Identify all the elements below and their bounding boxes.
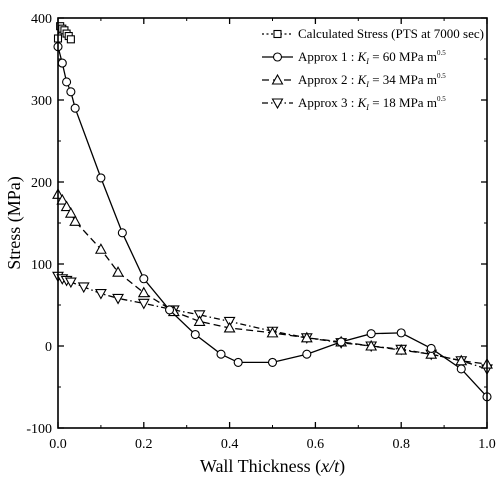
- series-3-point: [193, 315, 206, 326]
- tick-layer: 0.0 0.2 0.4 0.6 0.8 1.0 -100 0 100 200 300 400: [26, 12, 495, 452]
- series-3-point: [223, 321, 236, 333]
- y-tick-label: 300: [31, 94, 52, 109]
- series-4-point: [94, 288, 107, 300]
- legend-marker-1: [273, 29, 282, 39]
- series-3-point: [137, 286, 150, 298]
- series-3-point: [425, 348, 438, 359]
- y-axis-title: Stress (MPa): [4, 176, 25, 270]
- series-2-point: [96, 173, 106, 183]
- legend-marker-2: [272, 52, 283, 62]
- series-3-point: [69, 215, 82, 226]
- series-2-point: [426, 343, 436, 354]
- x-tick-label: 0.8: [392, 437, 410, 452]
- series-3-point: [112, 266, 124, 277]
- y-tick-label: 100: [31, 258, 52, 273]
- legend-label-2: Approx 1 : KI = 60 MPa m0.5: [298, 49, 446, 66]
- series-3-point: [94, 243, 107, 254]
- series-1-point: [66, 35, 75, 44]
- series-3-line: [57, 193, 488, 365]
- series-3: [52, 188, 493, 369]
- series-2-point: [117, 228, 127, 238]
- series-1: [53, 22, 75, 44]
- y-tick-label: -100: [26, 422, 52, 437]
- series-3-point: [60, 200, 73, 212]
- x-tick-label: 0.2: [135, 437, 153, 452]
- legend-label-4: Approx 3 : KI = 18 MPa m0.5: [298, 95, 446, 112]
- series-2-point: [66, 87, 76, 97]
- series-3-point: [300, 331, 313, 343]
- series-2-point: [302, 349, 312, 359]
- series-2-point: [62, 77, 72, 87]
- series-2-point: [70, 103, 80, 113]
- y-tick-label: 400: [31, 12, 52, 27]
- x-tick-label: 0.4: [221, 437, 239, 452]
- series-2-point: [366, 329, 376, 339]
- x-tick-label: 1.0: [478, 437, 496, 452]
- x-axis-title: Wall Thickness (x/t): [200, 456, 345, 477]
- legend: Calculated Stress (PTS at 7000 sec) Appro…: [262, 26, 484, 112]
- legend-marker-4: [271, 98, 284, 110]
- series-2-point: [190, 329, 200, 340]
- series-2-point: [164, 305, 175, 315]
- x-tick-label: 0.6: [307, 437, 325, 452]
- series-3-point: [266, 326, 279, 338]
- series-2-point: [267, 357, 278, 367]
- legend-marker-3: [271, 73, 284, 85]
- series-4-point: [137, 298, 150, 310]
- series-4-point: [77, 282, 90, 294]
- series-3-point: [64, 207, 77, 218]
- series-3-point: [365, 339, 378, 351]
- series-4-point: [64, 277, 77, 289]
- series-3-point: [395, 343, 408, 355]
- series-3-point: [56, 193, 69, 205]
- x-tick-label: 0.0: [49, 437, 67, 452]
- legend-label-3: Approx 2 : KI = 34 MPa m0.5: [298, 72, 446, 89]
- series-2-point: [396, 328, 406, 338]
- series-2-point: [233, 357, 243, 367]
- series-2-point: [139, 274, 149, 284]
- series-2-point: [216, 349, 226, 359]
- series-4-line: [57, 275, 488, 370]
- series-2-point: [456, 364, 466, 374]
- y-tick-label: 200: [31, 176, 52, 191]
- legend-label-1: Calculated Stress (PTS at 7000 sec): [298, 26, 484, 41]
- y-tick-label: 0: [45, 340, 52, 355]
- series-4-point: [112, 293, 124, 305]
- series-2-point: [57, 58, 67, 68]
- series-2-point: [336, 337, 346, 347]
